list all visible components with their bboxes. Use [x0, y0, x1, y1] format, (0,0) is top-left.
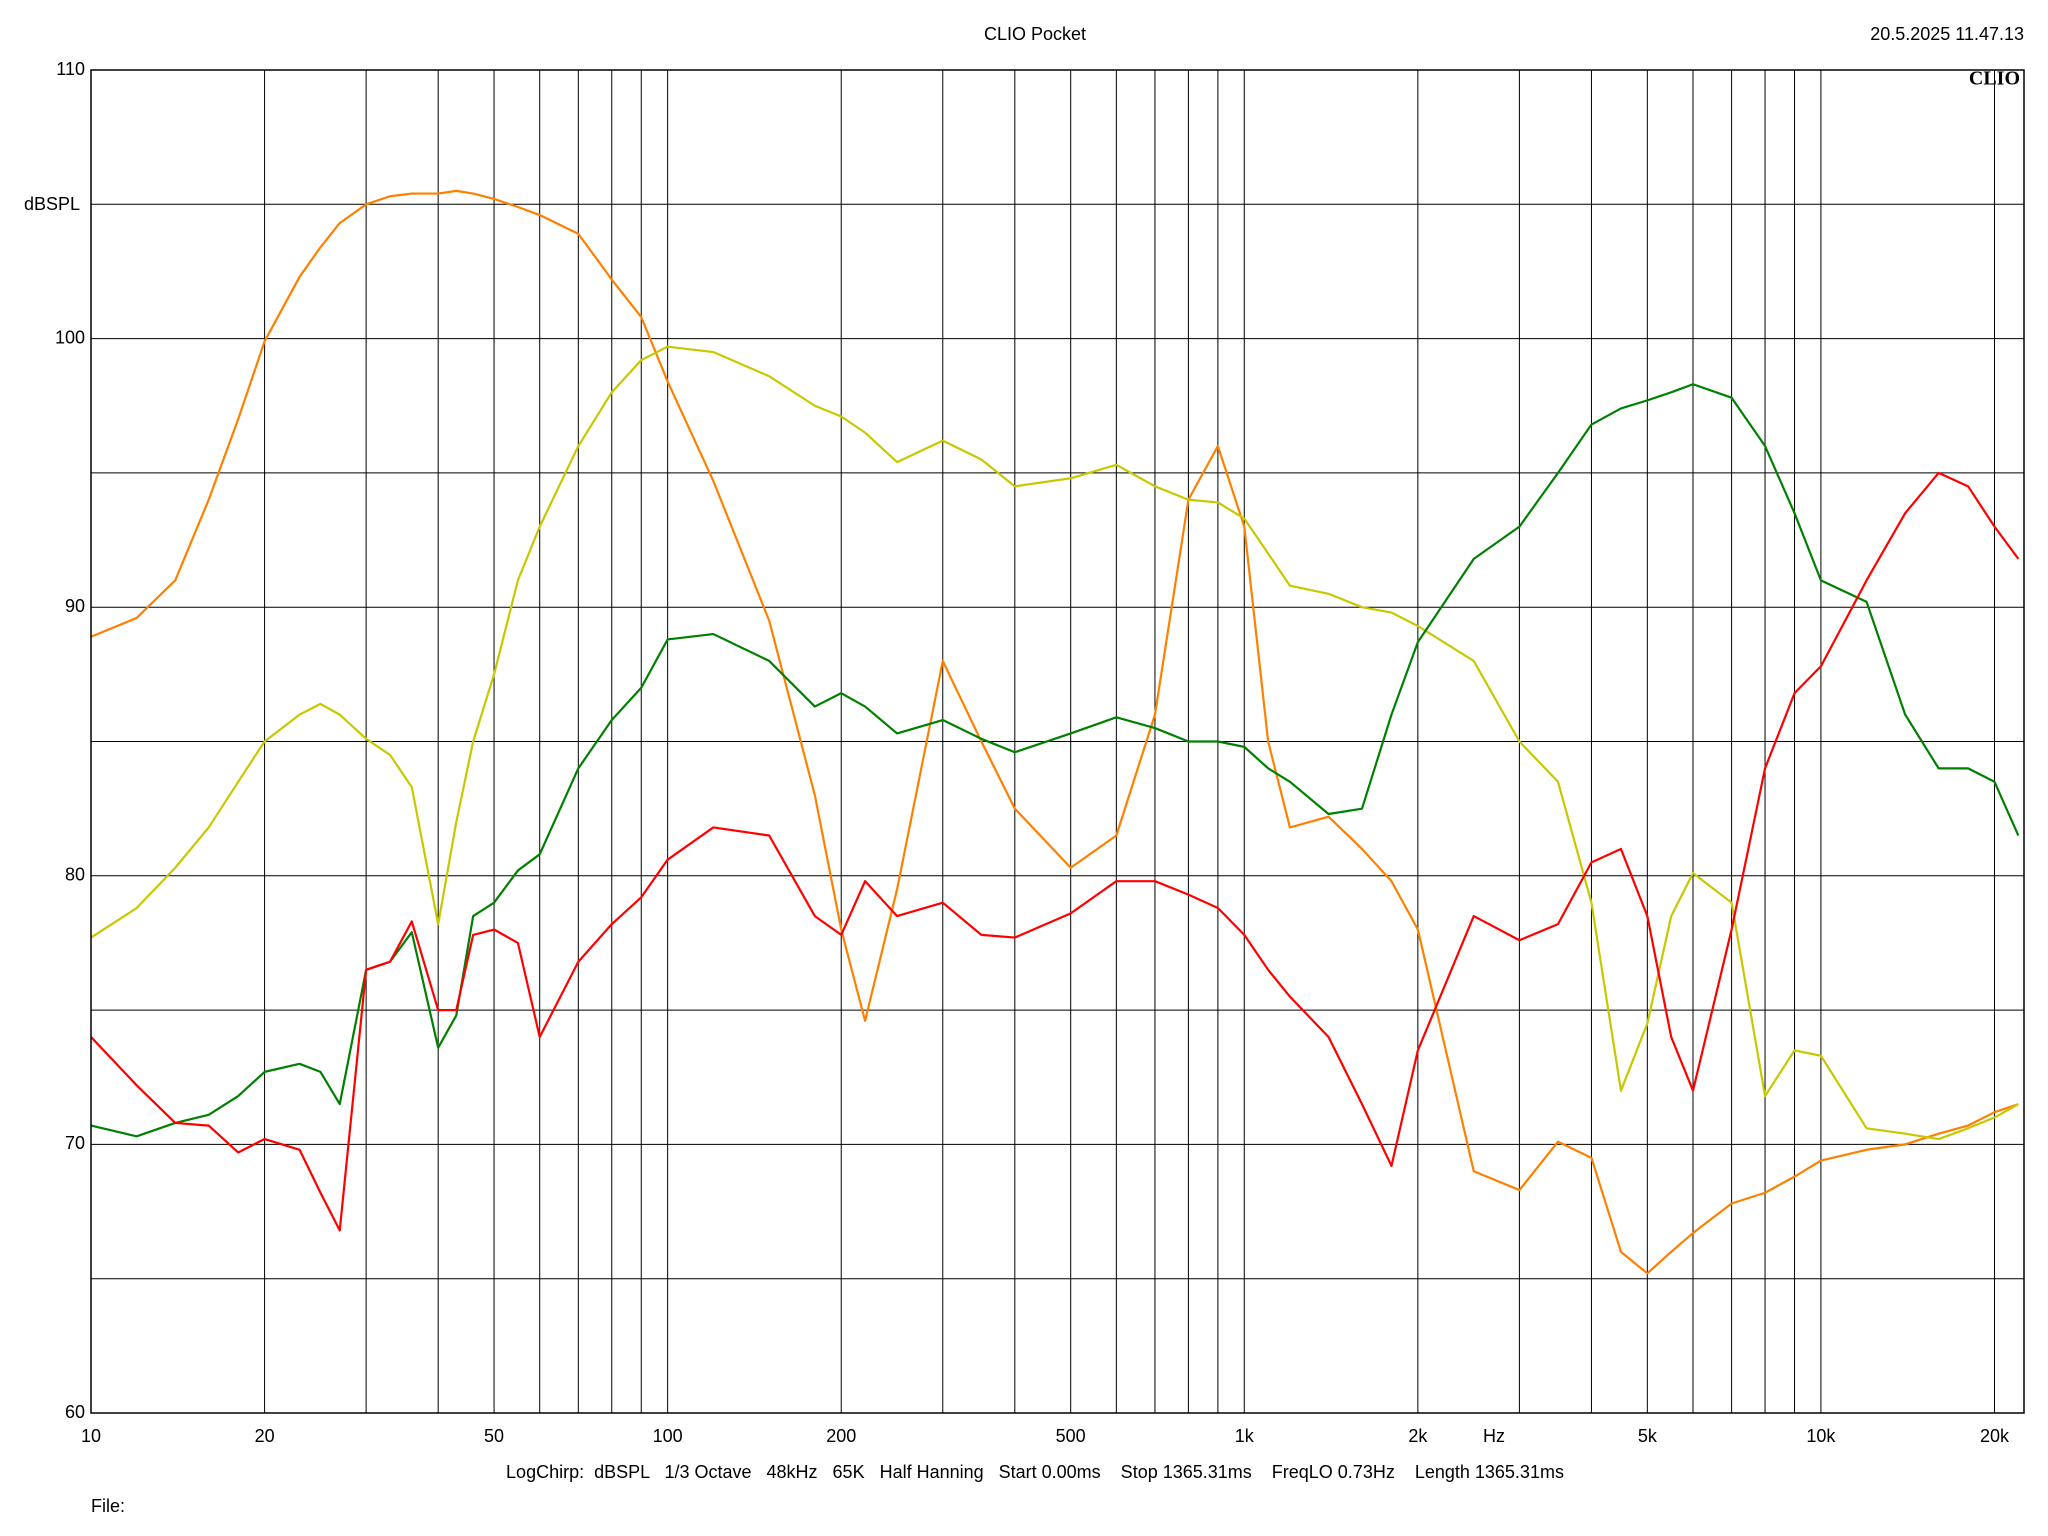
file-label: File:	[91, 1496, 125, 1516]
series-line	[90, 345, 2019, 1141]
footer: LogChirp: dBSPL 1/3 Octave 48kHz 65K Hal…	[506, 1462, 1564, 1482]
x-tick-label: 1k	[1235, 1426, 1255, 1446]
x-axis-label: Hz	[1483, 1426, 1505, 1446]
x-tick-label: 2k	[1408, 1426, 1428, 1446]
y-tick-label: 100	[55, 327, 85, 347]
x-tick-label: 200	[826, 1426, 856, 1446]
x-tick-label: 100	[653, 1426, 683, 1446]
x-tick-label: 20k	[1980, 1426, 2010, 1446]
series-line	[90, 471, 2020, 1232]
y-tick-label: 70	[65, 1133, 85, 1153]
plot-frame	[90, 69, 2025, 1414]
y-tick-label: 80	[65, 865, 85, 885]
x-tick-label: 10k	[1806, 1426, 1836, 1446]
x-tick-label: 10	[81, 1426, 101, 1446]
x-tick-label: 20	[255, 1426, 275, 1446]
x-tick-label: 50	[484, 1426, 504, 1446]
y-tick-label: 110	[56, 59, 85, 79]
y-tick-label: 60	[65, 1402, 85, 1422]
x-tick-label: 500	[1056, 1426, 1086, 1446]
logo: CLIO	[1969, 68, 2020, 90]
x-tick-label: 5k	[1638, 1426, 1658, 1446]
y-axis-label: dBSPL	[24, 194, 80, 214]
series-line	[90, 383, 2020, 1138]
timestamp: 20.5.2025 11.47.13	[1870, 24, 2024, 44]
chart-title: CLIO Pocket	[984, 24, 1086, 44]
y-tick-label: 90	[65, 596, 85, 616]
series-line	[90, 189, 2019, 1275]
